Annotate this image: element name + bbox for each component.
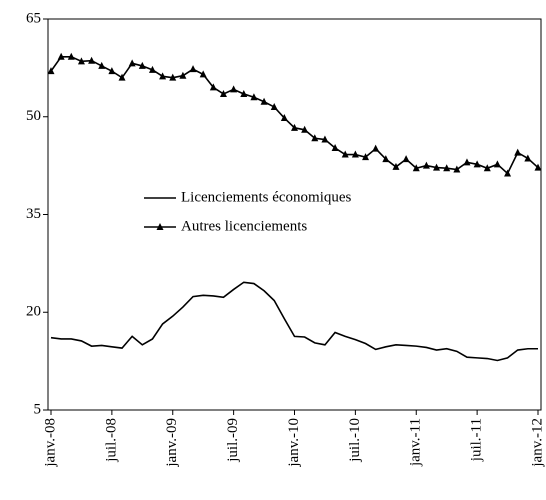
data-point — [412, 164, 420, 172]
data-point — [301, 125, 309, 133]
x-tick-label: juil.-10 — [347, 418, 363, 463]
data-point — [382, 155, 390, 163]
legend-label: Licenciements économiques — [181, 189, 352, 205]
data-point — [128, 59, 136, 67]
data-point — [321, 135, 329, 143]
data-point — [159, 72, 167, 80]
y-tick-label: 5 — [34, 401, 42, 417]
data-point — [199, 70, 207, 78]
x-tick-label: janv.-10 — [286, 418, 302, 468]
data-point — [433, 163, 441, 171]
data-point — [67, 52, 75, 60]
x-tick-label: janv.-11 — [408, 418, 424, 467]
data-point — [209, 83, 217, 91]
data-point — [311, 134, 319, 142]
data-point — [270, 102, 278, 110]
data-point — [351, 150, 359, 158]
data-point — [260, 97, 268, 105]
data-point — [453, 165, 461, 173]
data-point — [463, 158, 471, 166]
data-point — [443, 164, 451, 172]
data-point — [504, 169, 512, 177]
y-tick-label: 35 — [26, 206, 41, 222]
data-point — [138, 61, 146, 69]
data-point — [77, 57, 85, 65]
data-point — [422, 161, 430, 169]
data-point — [534, 163, 542, 171]
x-tick-label: janv.-12 — [529, 418, 545, 468]
series-line — [50, 281, 538, 362]
data-point — [331, 144, 339, 152]
legend: Licenciements économiques Autres licencie… — [141, 185, 391, 243]
legend-label: Autres licenciements — [181, 218, 307, 234]
series-line — [50, 55, 539, 175]
y-tick-label: 50 — [26, 108, 41, 124]
data-point — [219, 89, 227, 97]
data-point — [108, 67, 116, 75]
data-point — [524, 154, 532, 162]
data-point — [372, 144, 380, 152]
data-point — [392, 162, 400, 170]
data-point — [179, 71, 187, 79]
data-point — [230, 85, 238, 93]
x-tick-label: juil.-08 — [103, 418, 119, 463]
y-tick-label: 65 — [26, 10, 41, 26]
data-point — [169, 73, 177, 81]
data-point — [88, 56, 96, 64]
data-point — [98, 61, 106, 69]
x-tick-label: janv.-08 — [42, 418, 58, 468]
legend-marker — [156, 223, 164, 230]
data-point — [189, 65, 197, 73]
y-tick-label: 20 — [26, 304, 41, 320]
data-point — [118, 73, 126, 81]
data-point — [362, 153, 370, 161]
x-tick-label: janv.-09 — [164, 418, 180, 468]
data-point — [240, 89, 248, 97]
data-point — [148, 65, 156, 73]
data-point — [280, 114, 288, 122]
data-point — [291, 123, 298, 131]
x-tick-label: juil.-09 — [225, 418, 241, 463]
data-point — [402, 155, 410, 163]
data-point — [493, 160, 501, 168]
data-point — [473, 160, 481, 168]
data-point — [514, 148, 522, 156]
legend-box — [141, 185, 391, 243]
data-point — [483, 164, 491, 172]
data-point — [57, 52, 65, 60]
data-point — [47, 67, 55, 75]
data-point — [250, 93, 258, 101]
data-point — [341, 150, 349, 158]
x-tick-label: juil.-11 — [469, 418, 485, 462]
